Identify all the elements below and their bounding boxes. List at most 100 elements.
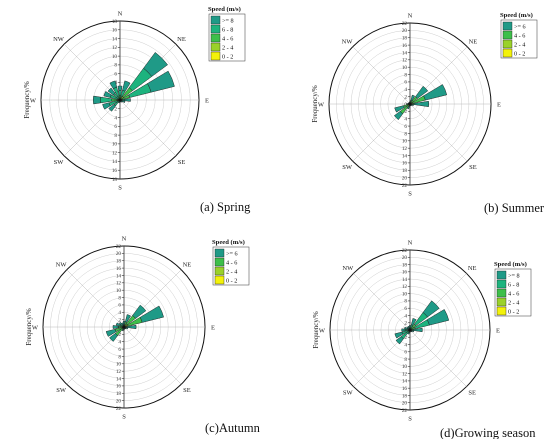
rose-petal-SW-___6 (393, 110, 404, 121)
y-axis-label: Frequency/% (311, 85, 319, 122)
y-tick-label: 16 (112, 168, 118, 174)
y-tick-label: 20 (402, 401, 408, 407)
rose-petal-NNW-___8 (407, 325, 410, 329)
legend-entry: 0 - 2 (514, 50, 525, 57)
y-tick-label: 18 (402, 262, 408, 268)
y-tick-label: 16 (402, 161, 408, 167)
rose-petal-N-6___8 (118, 90, 122, 96)
y-tick-label: 6 (404, 80, 407, 86)
rose-center (122, 325, 126, 329)
y-axis-label: Frequency/% (312, 311, 320, 348)
rose-petal-NW-___8 (107, 87, 116, 96)
y-tick-label: 4 (118, 310, 121, 316)
y-tick-label: 6 (118, 347, 121, 353)
legend-swatch (496, 306, 507, 316)
legend: Speed (m/s) >= 6 4 - 6 2 - 4 0 - 2 (212, 239, 250, 286)
y-tick-label: 8 (114, 133, 117, 139)
y-tick-label: 6 (404, 350, 407, 356)
y-tick-label: 18 (116, 259, 122, 265)
rose-center (118, 98, 122, 102)
rose-petal-E-___6 (413, 100, 430, 108)
rose-petal-WNW-___8 (103, 91, 112, 98)
wind-rose-growing: 2244668810101212141416161818202022220NNE… (312, 239, 536, 439)
legend: Speed (m/s) >= 6 4 - 6 2 - 4 0 - 2 (500, 12, 538, 59)
compass-label: E (205, 97, 209, 104)
legend-title: Speed (m/s) (494, 261, 527, 268)
y-tick-label: 6 (404, 124, 407, 130)
spoke (353, 273, 411, 331)
legend-swatch (214, 248, 225, 258)
y-tick-label: 4 (404, 313, 407, 319)
legend-swatch (502, 30, 513, 40)
compass-label: SW (54, 159, 65, 166)
y-tick-label: 20 (116, 398, 122, 404)
rose-petal-NE-___6 (415, 85, 429, 99)
y-tick-label: 6 (404, 306, 407, 312)
compass-label: W (318, 101, 325, 108)
y-tick-label: 18 (116, 391, 122, 397)
rose-petal-WSW-___6 (394, 105, 405, 113)
rose-center (408, 328, 412, 332)
y-axis-label: Frequency/% (25, 308, 33, 345)
rose-petal-WNW-___8 (404, 326, 408, 330)
legend-swatch (210, 15, 221, 25)
legend-swatch (496, 270, 507, 280)
chart-caption: (d)Growing season (440, 426, 536, 439)
y-tick-label: 18 (402, 36, 408, 42)
rose-petal-N-___8 (117, 85, 123, 91)
y-tick-label: 14 (402, 277, 408, 283)
y-tick-label: 8 (114, 63, 117, 69)
rose-petal-W-6___8 (100, 96, 113, 104)
rose-petal-ENE-___8 (147, 70, 175, 93)
y-tick-label: 22 (402, 408, 408, 414)
spoke (409, 329, 467, 387)
rose-petal-E-___6 (126, 324, 137, 330)
legend-entry: 6 - 8 (508, 281, 519, 288)
legend-entry: 2 - 4 (222, 44, 233, 51)
y-tick-label: 16 (402, 386, 408, 392)
rose-petal-ENE-___6 (423, 84, 448, 101)
legend-swatch (496, 279, 507, 289)
spoke (123, 326, 182, 385)
rose-petal-E-___8 (412, 327, 423, 333)
compass-label: S (408, 190, 412, 197)
y-tick-label: 6 (118, 303, 121, 309)
y-tick-label: 12 (116, 369, 122, 375)
y-tick-label: 12 (112, 150, 118, 156)
compass-label: SW (342, 164, 353, 171)
y-tick-label: 4 (404, 117, 407, 123)
compass-label: N (408, 239, 413, 246)
y-tick-label: 22 (402, 248, 408, 254)
y-tick-label: 20 (116, 251, 122, 257)
y-tick-label: 18 (112, 19, 118, 25)
rose-petal-NNE-___8 (122, 80, 131, 92)
y-tick-label: 8 (118, 295, 121, 301)
y-tick-label: 12 (116, 281, 122, 287)
legend-swatch (496, 288, 507, 298)
y-tick-label: 8 (404, 357, 407, 363)
legend: Speed (m/s) >= 8 6 - 8 4 - 6 2 - 4 0 - 2 (208, 6, 246, 62)
legend-entry: 4 - 6 (508, 290, 519, 297)
legend-swatch (502, 48, 513, 58)
compass-label: S (122, 413, 126, 420)
y-tick-label: 8 (118, 354, 121, 360)
compass-label: NE (177, 36, 186, 43)
rose-petal-NNW-___8 (109, 80, 118, 90)
y-tick-label: 14 (116, 376, 122, 382)
y-tick-label: 20 (402, 255, 408, 261)
y-axis-label: Frequency/% (23, 81, 31, 118)
y-tick-label: 12 (402, 371, 408, 377)
compass-label: NW (342, 265, 354, 272)
compass-label: SE (183, 387, 191, 394)
rose-petal-N-___8 (409, 325, 411, 329)
y-tick-label: 10 (112, 142, 118, 148)
rose-petal-WNW-___6 (115, 322, 122, 327)
y-tick-label: 4 (404, 342, 407, 348)
rose-petal-SW-___8 (108, 104, 116, 112)
legend-swatch (210, 33, 221, 43)
rose-petal-NNE-___6 (410, 94, 416, 102)
spoke (352, 46, 411, 105)
compass-label: S (408, 415, 412, 422)
legend-entry: >= 8 (508, 272, 520, 279)
y-tick-label: 2 (404, 321, 407, 327)
